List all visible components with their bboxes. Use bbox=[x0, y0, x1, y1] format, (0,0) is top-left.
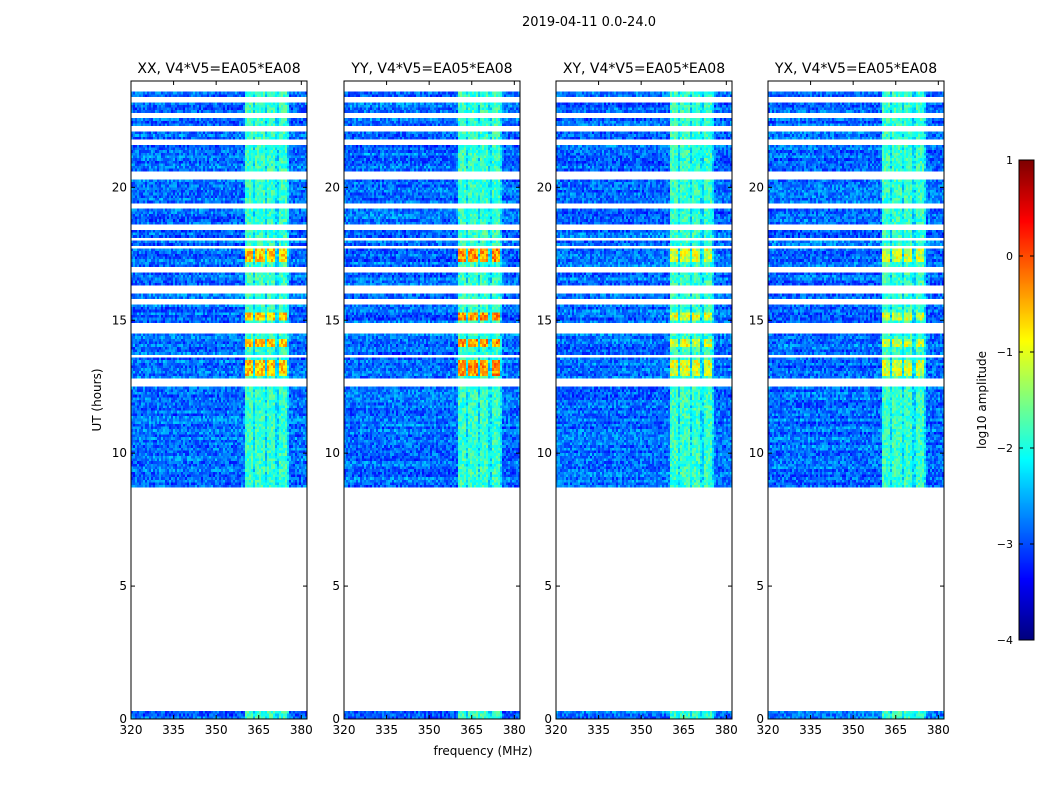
y-tick-label: 15 bbox=[325, 313, 340, 327]
colorbar-tick-label: −3 bbox=[997, 538, 1013, 551]
x-tick-label: 380 bbox=[503, 723, 526, 737]
panel-2: XY, V4*V5=EA05*EA08 320 335 350 365 380 0 5 10 15… bbox=[537, 61, 738, 737]
colorbar-tick-label: −2 bbox=[997, 442, 1013, 455]
y-tick-label: 5 bbox=[332, 579, 340, 593]
y-tick-label: 10 bbox=[112, 446, 127, 460]
x-tick-label: 380 bbox=[715, 723, 738, 737]
y-tick-label: 0 bbox=[332, 712, 340, 726]
colorbar-tick-label: 0 bbox=[1006, 250, 1013, 263]
y-tick-label: 10 bbox=[537, 446, 552, 460]
panel-title: YY, V4*V5=EA05*EA08 bbox=[350, 61, 512, 77]
x-tick-label: 365 bbox=[247, 723, 270, 737]
colorbar-tick-label: −1 bbox=[997, 346, 1013, 359]
y-tick-label: 10 bbox=[749, 446, 764, 460]
dynamic-spectrum bbox=[556, 81, 732, 719]
y-tick-label: 0 bbox=[119, 712, 127, 726]
axes-frame bbox=[130, 80, 308, 720]
x-tick-label: 350 bbox=[630, 723, 653, 737]
x-tick-label: 350 bbox=[205, 723, 228, 737]
panel-3: YX, V4*V5=EA05*EA08 320 335 350 365 380 0 5 10 15… bbox=[749, 61, 950, 737]
x-tick-label: 365 bbox=[672, 723, 695, 737]
y-tick-label: 15 bbox=[749, 313, 764, 327]
y-tick-label: 5 bbox=[119, 579, 127, 593]
y-tick-label: 20 bbox=[537, 180, 552, 194]
x-tick-label: 380 bbox=[290, 723, 313, 737]
panel-0: XX, V4*V5=EA05*EA08 320 335 350 365 380 0 5 10 15… bbox=[112, 61, 313, 737]
x-tick-label: 365 bbox=[884, 723, 907, 737]
dynamic-spectrum bbox=[768, 81, 944, 719]
colorbar: 1 0 −1 −2 −3 −4 log10 amplitude bbox=[975, 154, 1035, 647]
x-tick-label: 335 bbox=[375, 723, 398, 737]
x-tick-label: 335 bbox=[587, 723, 610, 737]
panel-title: XY, V4*V5=EA05*EA08 bbox=[563, 61, 725, 77]
panel-title: YX, V4*V5=EA05*EA08 bbox=[774, 61, 937, 77]
y-tick-label: 20 bbox=[112, 180, 127, 194]
dynamic-spectrum bbox=[131, 81, 307, 719]
x-tick-label: 365 bbox=[460, 723, 483, 737]
x-tick-label: 320 bbox=[120, 723, 143, 737]
axes-frame bbox=[555, 80, 733, 720]
y-tick-label: 5 bbox=[544, 579, 552, 593]
y-tick-label: 0 bbox=[756, 712, 764, 726]
figure-title: 2019-04-11 0.0-24.0 bbox=[522, 15, 656, 30]
y-tick-label: 0 bbox=[544, 712, 552, 726]
x-tick-label: 335 bbox=[799, 723, 822, 737]
x-axis-label: frequency (MHz) bbox=[433, 744, 532, 758]
x-tick-label: 320 bbox=[333, 723, 356, 737]
panels: XX, V4*V5=EA05*EA08 320 335 350 365 380 0 5 10 15… bbox=[112, 61, 950, 737]
colorbar-tick-label: −4 bbox=[997, 634, 1013, 647]
axes-frame bbox=[767, 80, 945, 720]
axes-frame bbox=[343, 80, 521, 720]
x-tick-label: 335 bbox=[162, 723, 185, 737]
x-tick-label: 350 bbox=[418, 723, 441, 737]
y-tick-label: 5 bbox=[756, 579, 764, 593]
y-tick-label: 20 bbox=[325, 180, 340, 194]
y-axis-label: UT (hours) bbox=[90, 368, 104, 431]
x-tick-label: 350 bbox=[842, 723, 865, 737]
panel-title: XX, V4*V5=EA05*EA08 bbox=[137, 61, 300, 77]
x-tick-label: 320 bbox=[545, 723, 568, 737]
colorbar-gradient bbox=[1019, 160, 1034, 640]
y-tick-label: 10 bbox=[325, 446, 340, 460]
y-tick-label: 15 bbox=[112, 313, 127, 327]
y-tick-label: 15 bbox=[537, 313, 552, 327]
colorbar-label: log10 amplitude bbox=[975, 351, 989, 449]
colorbar-frame bbox=[1018, 159, 1035, 641]
y-tick-label: 20 bbox=[749, 180, 764, 194]
colorbar-tick-label: 1 bbox=[1006, 154, 1013, 167]
panel-1: YY, V4*V5=EA05*EA08 320 335 350 365 380 0 5 10 15… bbox=[325, 61, 526, 737]
x-tick-label: 320 bbox=[757, 723, 780, 737]
dynamic-spectrum bbox=[344, 81, 520, 719]
x-tick-label: 380 bbox=[927, 723, 950, 737]
